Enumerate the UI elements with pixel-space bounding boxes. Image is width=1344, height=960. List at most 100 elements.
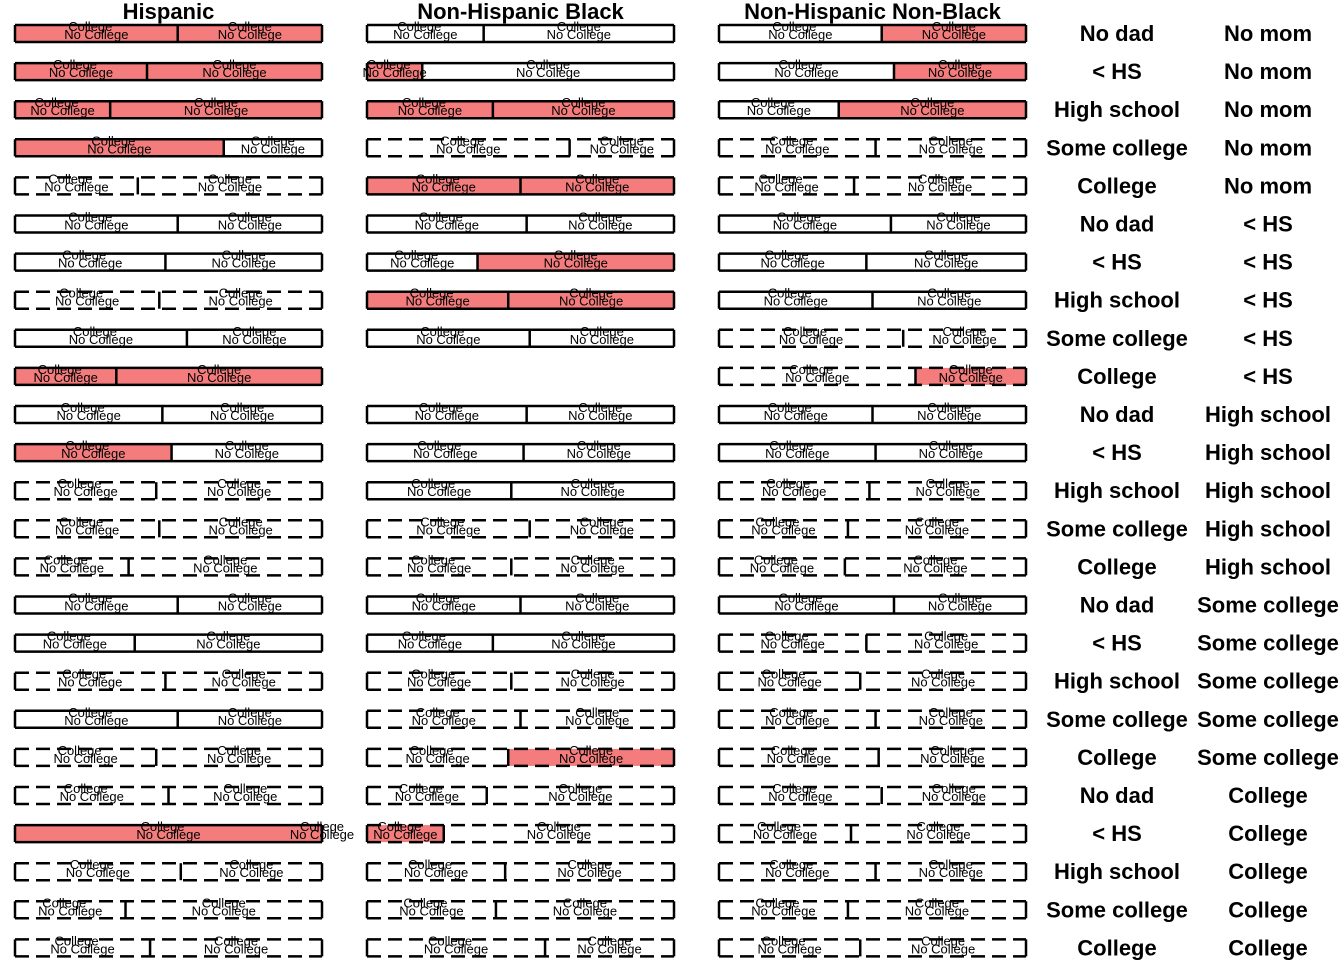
bar-segment-no-college: [15, 444, 172, 462]
bar-segment-no-college: [15, 748, 157, 766]
bar-segment-no-college: [367, 520, 530, 538]
bar-segment-no-college: [719, 329, 904, 347]
bar-label-college-ghost: College: [59, 286, 103, 301]
bar-label-college: College: [580, 514, 624, 529]
bar-label-college-ghost: College: [411, 667, 455, 682]
bar-label-no-college-ghost: No College: [213, 789, 277, 804]
bar-label-no-college-ghost: No College: [577, 941, 641, 956]
bar-label-college-ghost: College: [766, 476, 810, 491]
row-label-dad: College: [1077, 364, 1156, 389]
bar-segment-college: [156, 748, 322, 766]
bar-segment-no-college: [15, 558, 129, 576]
bar-segment-college: [893, 63, 1026, 81]
bar-segment-college: [890, 215, 1026, 233]
bar-label-college: College: [600, 133, 644, 148]
bar-label-college: College: [212, 57, 256, 72]
bar-segment-no-college: [719, 367, 916, 385]
bar-label-no-college: No College: [751, 903, 815, 918]
bar-segment-no-college: [367, 863, 506, 881]
bar-label-no-college-ghost: No College: [544, 256, 608, 271]
row-label-mom: College: [1228, 935, 1307, 960]
bar-label-no-college: No College: [405, 751, 469, 766]
bar-label-college: College: [910, 95, 954, 110]
bar-label-college-ghost: College: [765, 248, 809, 263]
bar-label-college: College: [926, 476, 970, 491]
bar-segment-no-college: [719, 253, 867, 271]
row-label-mom: High school: [1205, 516, 1331, 541]
bar-label-college: College: [921, 933, 965, 948]
bar-segment-no-college: [15, 939, 151, 957]
bar-segment-college: [137, 177, 322, 195]
bar-label-college: College: [203, 552, 247, 567]
bar-segment-college: [875, 863, 1026, 881]
bar-label-no-college-ghost: No College: [184, 103, 248, 118]
bar-label-no-college-ghost: No College: [916, 484, 980, 499]
bar-segment-no-college: [367, 901, 496, 919]
bar-segment-college: [492, 634, 674, 652]
bar-label-college: College: [558, 781, 602, 796]
bar-segment-no-college: [367, 787, 487, 804]
bar-segment-no-college: [719, 825, 852, 843]
bar-segment-college: [508, 291, 674, 309]
bar-label-college: College: [554, 248, 598, 263]
bar-label-no-college-ghost: No College: [557, 865, 621, 880]
row-label-mom: Some college: [1197, 669, 1339, 694]
bar-label-no-college-ghost: No College: [187, 370, 251, 385]
row-label-dad: < HS: [1092, 821, 1142, 846]
bar-segment-no-college: [15, 25, 178, 42]
bar-segment-college: [869, 482, 1026, 500]
bar-label-no-college-ghost: No College: [192, 903, 256, 918]
bar-label-no-college: No College: [407, 484, 471, 499]
bar-segment-no-college: [15, 634, 135, 652]
bar-label-college-ghost: College: [68, 210, 112, 225]
bar-segment-no-college: [15, 63, 148, 81]
bar-segment-college: [165, 253, 322, 271]
bar-label-college-ghost: College: [768, 286, 812, 301]
bar-label-college-ghost: College: [54, 933, 98, 948]
bar-label-college: College: [577, 438, 621, 453]
bar-label-no-college: No College: [779, 332, 843, 347]
bar-segment-college: [492, 101, 674, 119]
bar-label-no-college: No College: [64, 599, 128, 614]
bar-label-college: College: [219, 514, 263, 529]
bar-segment-college: [125, 901, 323, 919]
bar-segment-college: [180, 863, 322, 881]
bar-label-no-college-ghost: No College: [547, 27, 611, 42]
bar-label-college-ghost: College: [62, 248, 106, 263]
bar-label-no-college: No College: [405, 294, 469, 309]
column-title: Hispanic: [123, 0, 215, 24]
bar-label-no-college-ghost: No College: [567, 446, 631, 461]
column-title: Non-Hispanic Non-Black: [744, 0, 1001, 24]
bar-segment-college: [860, 672, 1026, 690]
bar-label-no-college-ghost: No College: [914, 637, 978, 652]
bar-segment-no-college: [367, 177, 521, 195]
bar-segment-college: [526, 215, 674, 233]
bar-segment-no-college: [367, 291, 509, 309]
bar-segment-no-college: [367, 25, 484, 42]
bar-label-no-college: No College: [751, 522, 815, 537]
bar-segment-college: [508, 748, 674, 766]
bar-label-no-college: No College: [55, 522, 119, 537]
bar-segment-college: [177, 596, 322, 614]
bar-label-college-ghost: College: [751, 95, 795, 110]
bar-label-no-college: No College: [774, 65, 838, 80]
bar-label-college-ghost: College: [417, 438, 461, 453]
bar-label-no-college-ghost: No College: [516, 65, 580, 80]
bar-segment-college: [847, 901, 1026, 919]
bar-label-no-college-ghost: No College: [911, 675, 975, 690]
bar-segment-college: [854, 177, 1026, 195]
bar-label-college-ghost: College: [755, 895, 799, 910]
row-label-mom: College: [1228, 783, 1307, 808]
bar-label-no-college: No College: [767, 751, 831, 766]
bar-segment-no-college: [15, 139, 224, 157]
bar-label-college: College: [251, 133, 295, 148]
bar-segment-college: [872, 291, 1026, 309]
bar-label-college: College: [563, 895, 607, 910]
bar-label-college-ghost: College: [420, 324, 464, 339]
bar-label-college: College: [938, 591, 982, 606]
bar-segment-no-college: [719, 863, 876, 881]
bar-label-no-college-ghost: No College: [919, 713, 983, 728]
bar-label-no-college-ghost: No College: [204, 941, 268, 956]
bar-label-college: College: [228, 705, 272, 720]
bar-segment-college: [165, 672, 322, 690]
